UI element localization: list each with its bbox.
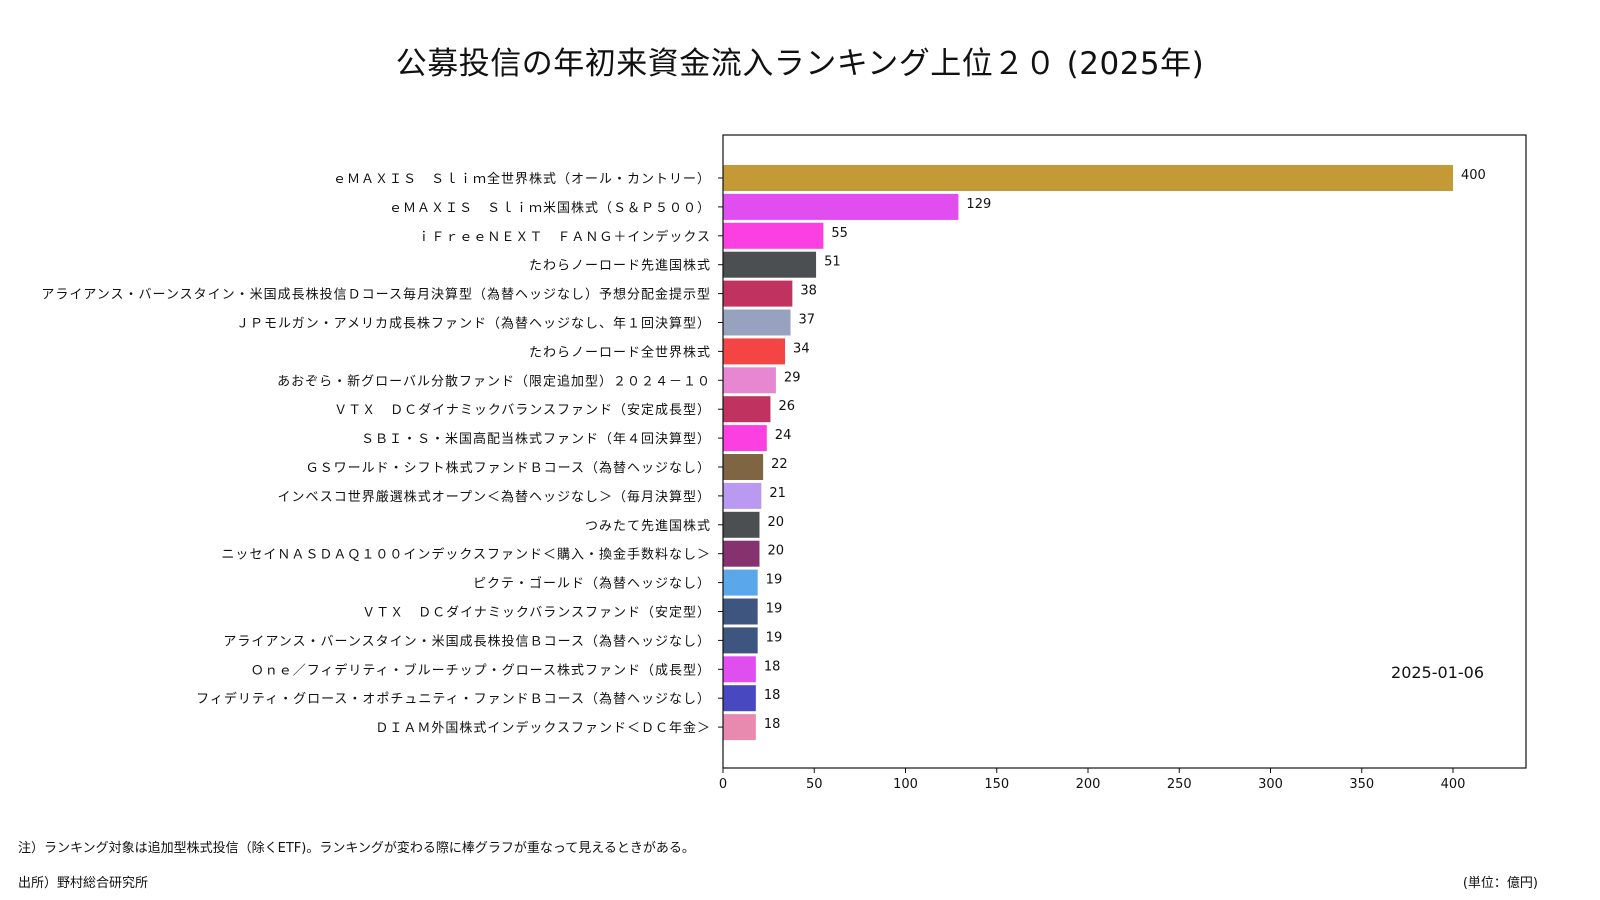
x-tick-label: 50 xyxy=(806,777,823,792)
bar xyxy=(723,165,1453,191)
value-label: 400 xyxy=(1461,168,1486,183)
value-label: 18 xyxy=(764,688,781,703)
x-tick-label: 100 xyxy=(893,777,918,792)
value-label: 24 xyxy=(775,428,792,443)
date-label: 2025-01-06 xyxy=(1391,663,1484,682)
value-label: 26 xyxy=(778,399,795,414)
plot-frame xyxy=(722,134,1527,769)
category-label: たわらノーロード全世界株式 xyxy=(529,344,711,360)
bar xyxy=(723,251,817,278)
category-label: ＤＩＡＭ外国株式インデックスファンド＜ＤＣ年金＞ xyxy=(375,720,711,736)
bar xyxy=(723,627,758,654)
value-label: 19 xyxy=(766,573,783,588)
value-label: 55 xyxy=(831,226,848,241)
value-label: 20 xyxy=(768,515,785,530)
value-label: 21 xyxy=(769,486,786,501)
bar xyxy=(723,598,758,625)
value-label: 129 xyxy=(966,197,991,212)
x-tick-label: 250 xyxy=(1167,777,1192,792)
value-label: 51 xyxy=(824,255,841,270)
unit-note: (単位：億円) xyxy=(1462,876,1538,891)
bar xyxy=(723,482,762,509)
category-labels: ｅＭＡＸＩＳ Ｓｌｉｍ全世界株式（オール・カントリー） ｅＭＡＸＩＳ Ｓｌｉｍ米国… xyxy=(41,171,711,736)
bar xyxy=(723,656,756,683)
x-tick-label: 0 xyxy=(719,777,727,792)
category-label: ニッセイＮＡＳＤＡＱ１００インデックスファンド＜購入・換金手数料なし＞ xyxy=(221,547,711,563)
x-tick-label: 400 xyxy=(1441,777,1466,792)
bar xyxy=(723,714,756,741)
value-label: 22 xyxy=(771,457,788,472)
value-label: 38 xyxy=(800,284,817,299)
category-label: ＶＴＸ ＤＣダイナミックバランスファンド（安定型） xyxy=(362,606,711,621)
bar xyxy=(723,569,758,596)
value-label: 19 xyxy=(766,630,783,645)
category-label: ピクテ・ゴールド（為替ヘッジなし） xyxy=(473,576,711,592)
category-label: ｅＭＡＸＩＳ Ｓｌｉｍ全世界株式（オール・カントリー） xyxy=(333,171,711,187)
x-tick-label: 200 xyxy=(1076,777,1101,792)
x-axis: 0 50 100 150 200 250 300 350 400 xyxy=(718,177,1466,792)
category-label: アライアンス・バーンスタイン・米国成長株投信Ｄコース毎月決算型（為替ヘッジなし）… xyxy=(41,287,711,303)
x-tick-label: 150 xyxy=(984,777,1009,792)
bar xyxy=(723,685,756,712)
bars-group xyxy=(723,165,1453,741)
bar xyxy=(723,338,786,365)
category-label: ＪＰモルガン・アメリカ成長株ファンド（為替ヘッジなし、年１回決算型） xyxy=(236,316,711,332)
value-label: 37 xyxy=(799,313,816,328)
category-label: たわらノーロード先進国株式 xyxy=(529,259,711,274)
value-label: 34 xyxy=(793,341,810,356)
value-label: 19 xyxy=(766,602,783,617)
x-tick-label: 300 xyxy=(1258,777,1283,792)
bar xyxy=(723,511,760,538)
category-label: ＳＢＩ・Ｓ・米国高配当株式ファンド（年４回決算型） xyxy=(361,431,711,447)
category-label: ＧＳワールド・シフト株式ファンドＢコース（為替ヘッジなし） xyxy=(306,460,711,476)
bar xyxy=(723,222,824,249)
x-tick-label: 350 xyxy=(1349,777,1374,792)
category-label: ｉＦｒｅｅＮＥＸＴ ＦＡＮＧ＋インデックス xyxy=(417,229,711,245)
category-label: インベスコ世界厳選株式オープン＜為替ヘッジなし＞（毎月決算型） xyxy=(278,489,711,505)
category-label: ｅＭＡＸＩＳ Ｓｌｉｍ米国株式（Ｓ＆Ｐ５００） xyxy=(389,201,711,216)
value-labels: 400 129 55 51 38 37 34 29 26 24 22 21 20 20 19 19 19 18 18… xyxy=(764,168,1486,732)
category-label: アライアンス・バーンスタイン・米国成長株投信Ｂコース（為替ヘッジなし） xyxy=(223,633,711,649)
value-label: 29 xyxy=(784,370,801,385)
bar xyxy=(723,425,767,452)
category-label: つみたて先進国株式 xyxy=(585,519,711,534)
category-label: あおぞら・新グローバル分散ファンド（限定追加型）２０２４－１０ xyxy=(277,373,711,389)
bar xyxy=(723,454,764,480)
value-label: 18 xyxy=(764,717,781,732)
bar xyxy=(723,540,760,567)
category-label: Ｏｎｅ／フィデリティ・ブルーチップ・グロース株式ファンド（成長型） xyxy=(251,662,711,678)
bar xyxy=(723,280,793,307)
source-note: 出所）野村総合研究所 xyxy=(18,876,149,891)
value-label: 20 xyxy=(768,544,785,559)
footnote: 注）ランキング対象は追加型株式投信（除くETF)。ランキングが変わる際に棒グラフ… xyxy=(18,841,695,856)
bar xyxy=(723,367,776,394)
bar xyxy=(723,193,959,220)
category-label: フィデリティ・グロース・オポチュニティ・ファンドＢコース（為替ヘッジなし） xyxy=(196,691,711,707)
chart-title: 公募投信の年初来資金流入ランキング上位２０ (2025年) xyxy=(395,46,1205,82)
category-label: ＶＴＸ ＤＣダイナミックバランスファンド（安定成長型） xyxy=(334,403,711,418)
value-label: 18 xyxy=(764,659,781,674)
bar xyxy=(723,309,791,336)
bar xyxy=(723,396,771,423)
